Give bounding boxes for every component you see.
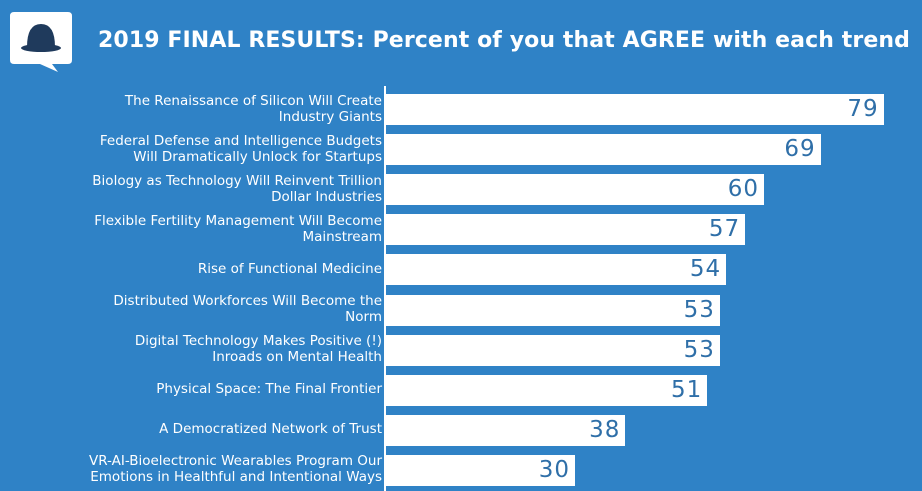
category-label: Flexible Fertility Management Will Becom… xyxy=(94,213,382,245)
bar-value-label: 53 xyxy=(683,296,715,323)
bar: 60 xyxy=(386,174,764,206)
chart-plot-area: The Renaissance of Silicon Will Create In… xyxy=(0,86,922,491)
bar: 53 xyxy=(386,334,720,366)
bar-value-label: 79 xyxy=(847,96,879,122)
category-label: A Democratized Network of Trust xyxy=(159,421,382,437)
bar: 38 xyxy=(386,414,626,446)
category-axis-line xyxy=(384,86,386,491)
category-label: Distributed Workforces Will Become the No… xyxy=(113,293,382,325)
category-label: Rise of Functional Medicine xyxy=(198,261,382,277)
category-label-line: Physical Space: The Final Frontier xyxy=(156,381,382,398)
category-label: Digital Technology Makes Positive (!) Inr… xyxy=(135,333,382,365)
category-label-line: A Democratized Network of Trust xyxy=(159,421,382,438)
bar-value-label: 60 xyxy=(727,176,759,203)
bar-value-label: 30 xyxy=(538,456,570,483)
bar-value-label: 54 xyxy=(689,256,722,283)
speech-bubble-bowler-hat-icon xyxy=(10,12,72,72)
category-label-line: The Renaissance of Silicon Will Create xyxy=(124,92,382,109)
bar-value-label: 51 xyxy=(671,376,703,403)
category-label: The Renaissance of Silicon Will Create In… xyxy=(125,93,382,125)
category-label-line: Norm xyxy=(345,309,382,325)
category-label-line: Rise of Functional Medicine xyxy=(197,260,382,277)
category-label-line: Will Dramatically Unlock for Startups xyxy=(133,148,382,165)
category-label: Physical Space: The Final Frontier xyxy=(156,381,382,397)
bar: 30 xyxy=(386,454,575,486)
bar-value-label: 38 xyxy=(589,416,621,443)
bar: 51 xyxy=(386,374,708,406)
category-label: Federal Defense and Intelligence Budgets… xyxy=(100,133,382,165)
bar: 53 xyxy=(386,294,720,326)
bar-value-label: 53 xyxy=(683,336,715,363)
category-label-line: Biology as Technology Will Reinvent Tril… xyxy=(92,172,382,189)
bar-value-label: 57 xyxy=(708,216,741,243)
chart-title: 2019 FINAL RESULTS: Percent of you that … xyxy=(98,28,910,53)
bar: 79 xyxy=(386,94,884,125)
category-label: Biology as Technology Will Reinvent Tril… xyxy=(92,173,382,205)
bar: 54 xyxy=(386,254,727,286)
category-label-line: Dollar Industries xyxy=(271,188,382,205)
category-label-line: Industry Giants xyxy=(278,108,382,125)
bar: 69 xyxy=(386,134,821,166)
bar-value-label: 69 xyxy=(784,136,816,163)
category-label-line: Distributed Workforces Will Become the xyxy=(113,293,382,309)
bar: 57 xyxy=(386,214,746,246)
category-label-line: Federal Defense and Intelligence Budgets xyxy=(99,132,382,149)
category-label-line: Emotions in Healthful and Intentional Wa… xyxy=(90,469,382,486)
category-label-line: Digital Technology Makes Positive (!) xyxy=(134,333,382,350)
category-label-line: VR-AI-Bioelectronic Wearables Program Ou… xyxy=(88,453,382,470)
category-label-line: Flexible Fertility Management Will Becom… xyxy=(94,212,382,229)
category-label-line: Mainstream xyxy=(302,228,382,245)
category-label-line: Inroads on Mental Health xyxy=(212,349,382,366)
category-label: VR-AI-Bioelectronic Wearables Program Ou… xyxy=(89,453,382,485)
